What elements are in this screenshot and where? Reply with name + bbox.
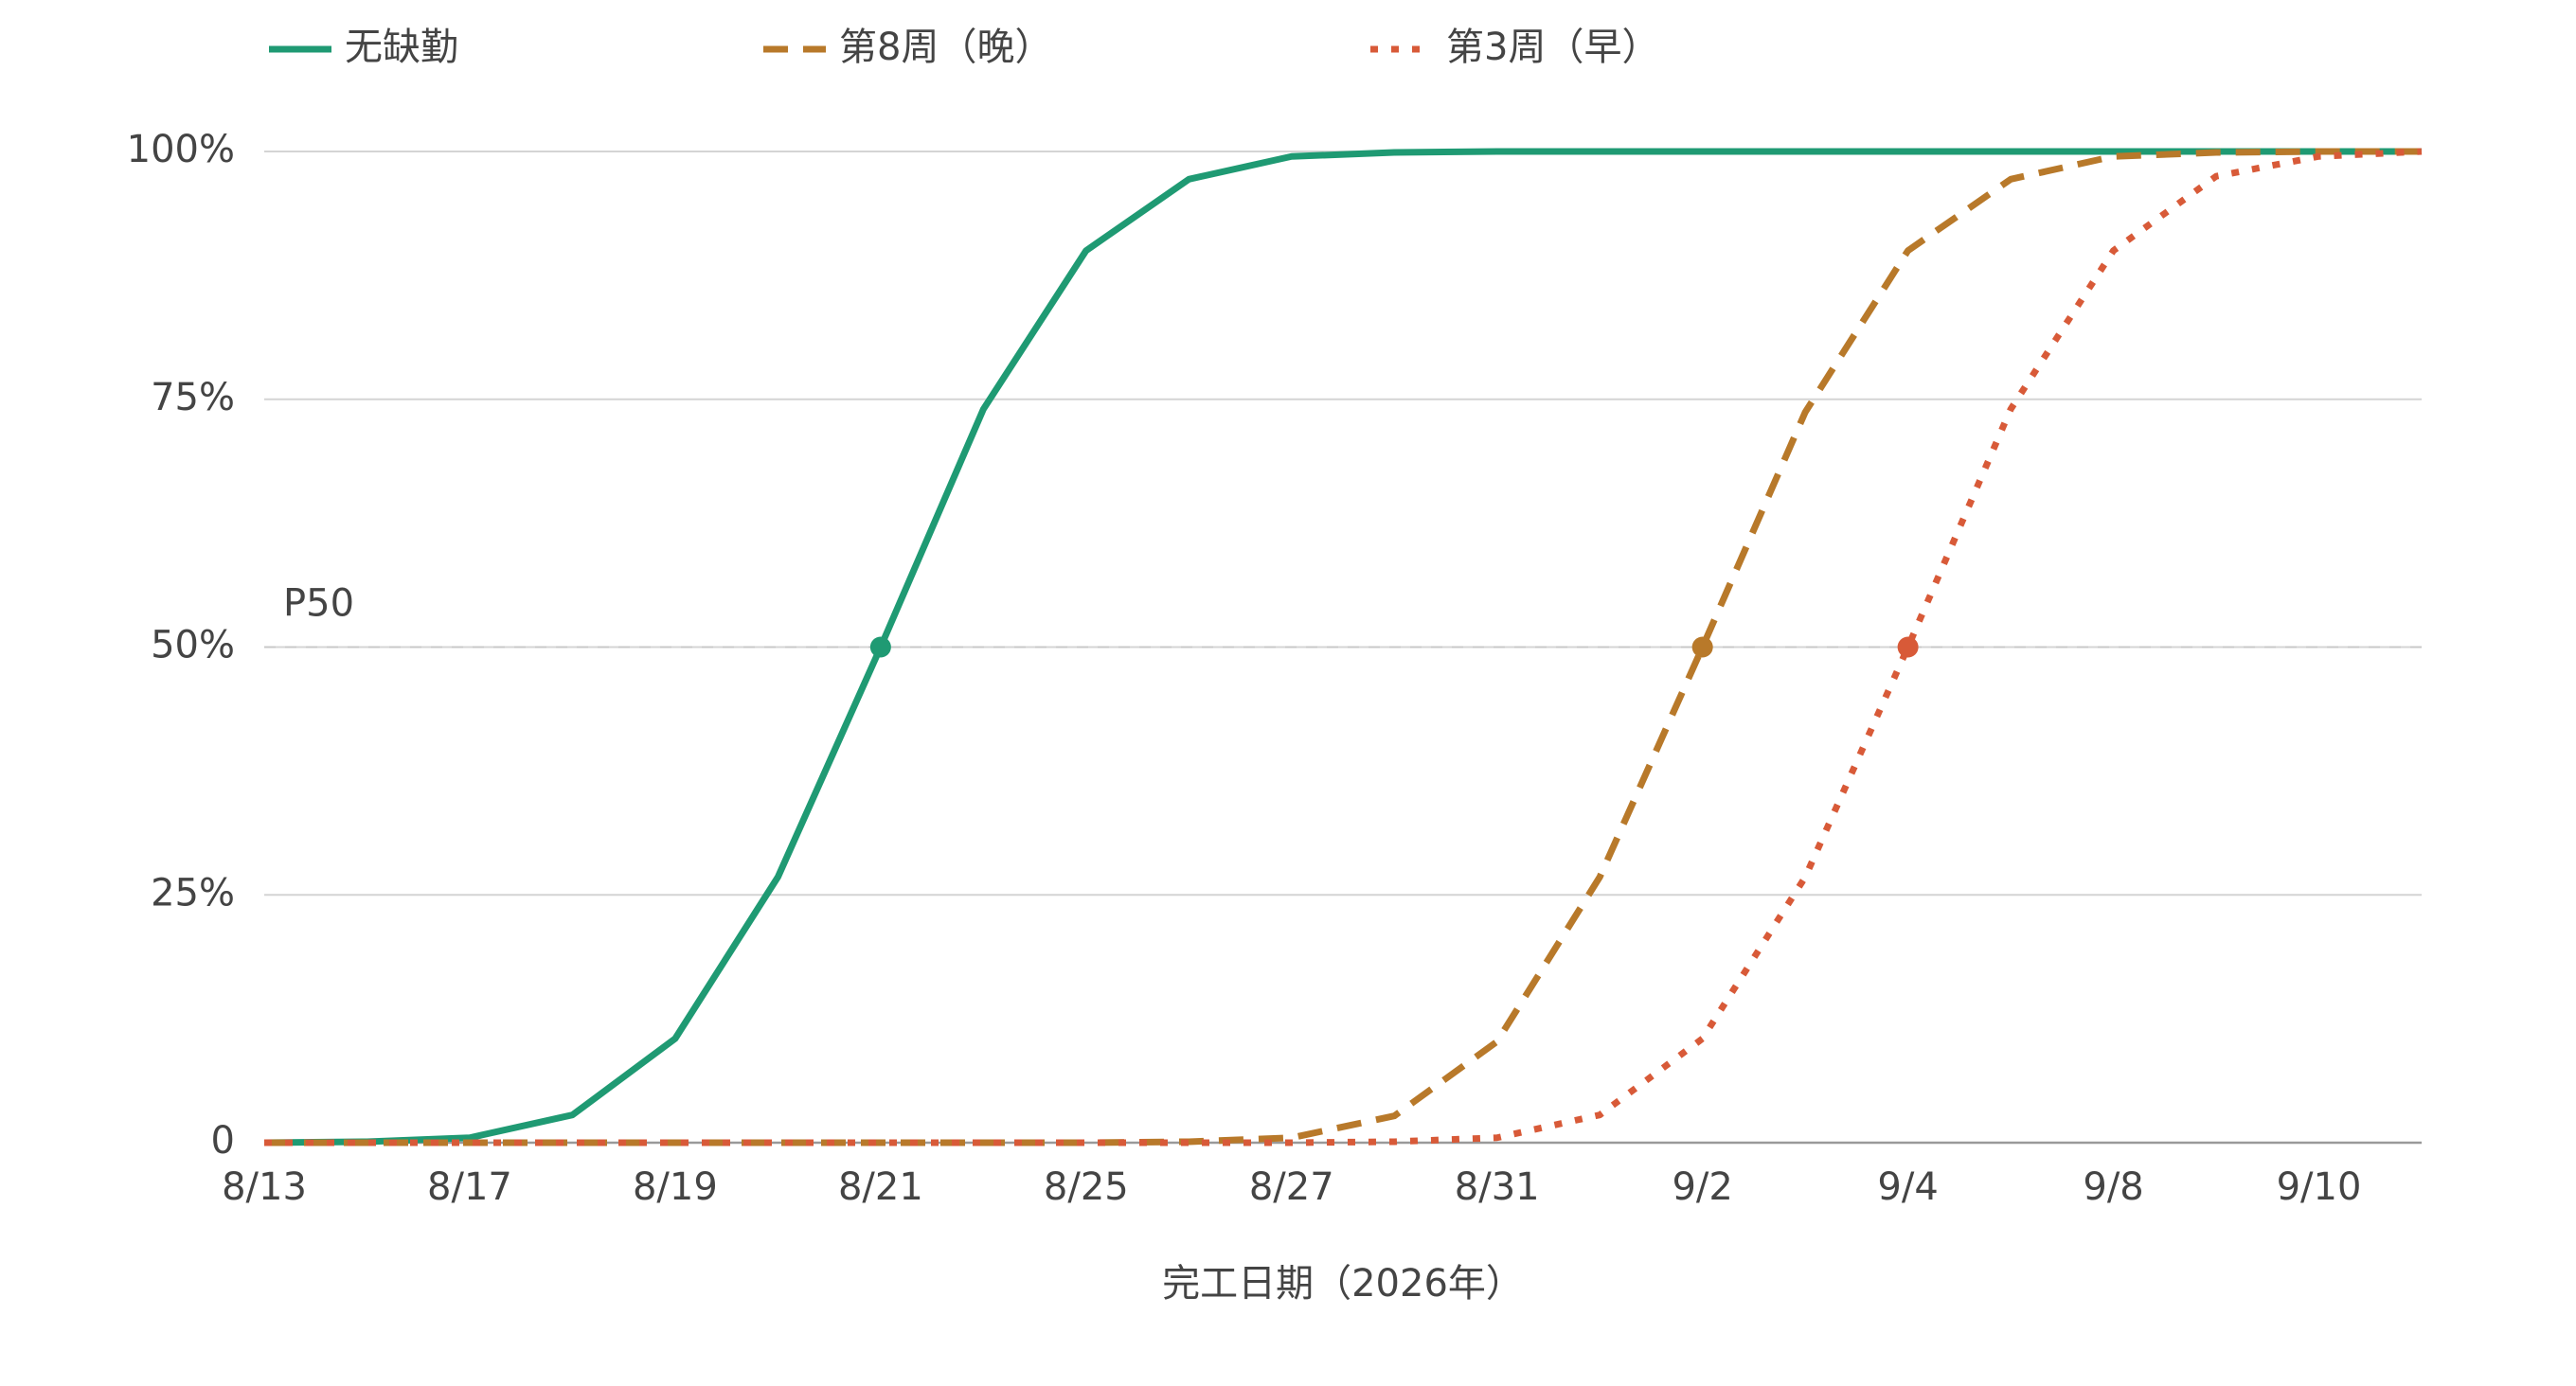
reference-label: P50 [283, 582, 354, 626]
x-tick-label: 8/21 [838, 1165, 923, 1209]
x-tick-label: 8/25 [1044, 1165, 1129, 1209]
y-tick-label: 100% [127, 128, 235, 171]
x-tick-label: 9/8 [2083, 1165, 2143, 1209]
x-tick-label: 8/27 [1249, 1165, 1334, 1209]
y-tick-label: 25% [151, 871, 235, 915]
x-tick-label: 9/10 [2277, 1165, 2362, 1209]
x-tick-label: 9/4 [1877, 1165, 1938, 1209]
p50-marker [1897, 636, 1919, 658]
x-tick-label: 8/31 [1455, 1165, 1540, 1209]
legend-label: 第8周（晚） [839, 26, 1052, 69]
y-tick-label: 0 [211, 1119, 235, 1163]
p50-marker [1691, 636, 1713, 658]
reference-label-bg [270, 569, 365, 623]
x-tick-label: 8/13 [222, 1165, 307, 1209]
y-tick-label: 75% [151, 376, 235, 419]
series-line [264, 148, 2423, 1146]
series-line [263, 148, 2422, 1146]
x-tick-label: 8/19 [633, 1165, 718, 1209]
x-tick-label: 8/17 [427, 1165, 512, 1209]
legend-label: 第3周（早） [1446, 26, 1659, 69]
x-tick-label: 9/2 [1672, 1165, 1732, 1209]
y-tick-label: 50% [151, 624, 235, 667]
legend-label: 无缺勤 [345, 26, 458, 69]
p50-marker [869, 636, 891, 658]
x-axis-title: 完工日期（2026年） [1162, 1262, 1524, 1306]
